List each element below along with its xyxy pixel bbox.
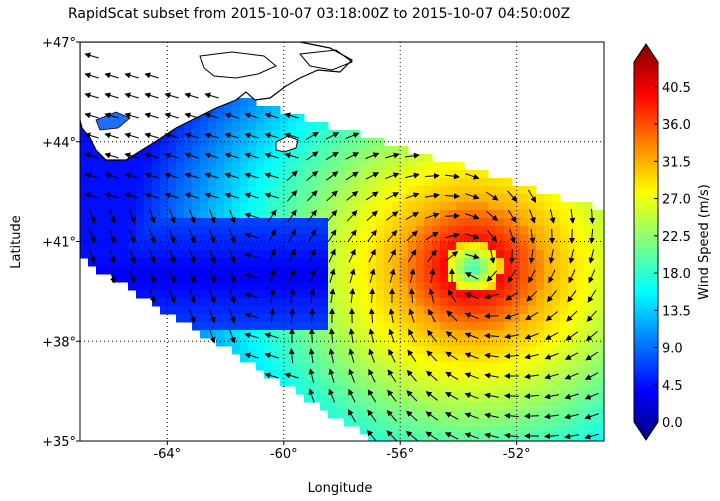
longitude-ticks: -64° -60° -56° -52° (153, 441, 531, 462)
colorbar-ticks: 0.0 4.5 9.0 13.5 18.0 22.5 27.0 31.5 36.0 40.5 (654, 81, 691, 431)
map-grid (80, 42, 604, 441)
colorbar-tick-label: 22.5 (662, 230, 691, 245)
colorbar-label: Wind Speed (m/s) (697, 184, 712, 300)
lat-tick-label: +44° (42, 136, 76, 151)
lat-tick-label: +41° (42, 236, 76, 251)
lon-tick-label: -52° (503, 447, 531, 462)
plot-title: RapidScat subset from 2015-10-07 03:18:0… (68, 6, 571, 22)
colorbar: 0.0 4.5 9.0 13.5 18.0 22.5 27.0 31.5 36.0 40.5 Wi… (633, 43, 712, 441)
colorbar-tick-label: 27.0 (662, 193, 691, 208)
colorbar-tick-label: 4.5 (662, 379, 683, 394)
x-axis-label: Longitude (308, 481, 373, 496)
colorbar-tick-label: 0.0 (662, 416, 683, 431)
latitude-ticks: +47° +44° +41° +38° +35° (42, 36, 80, 450)
lon-tick-label: -60° (270, 447, 298, 462)
wind-vectors (84, 52, 599, 441)
lat-tick-label: +38° (42, 335, 76, 350)
colorbar-tick-label: 31.5 (662, 155, 691, 170)
y-axis-label: Latitude (9, 215, 24, 269)
colorbar-tick-label: 36.0 (662, 118, 691, 133)
lat-tick-label: +47° (42, 36, 76, 51)
lon-tick-label: -64° (153, 447, 181, 462)
colorbar-tick-label: 40.5 (662, 81, 691, 96)
lat-tick-label: +35° (42, 435, 76, 450)
nova-scotia-landmass (80, 42, 354, 161)
colorbar-tick-label: 13.5 (662, 304, 691, 319)
lon-tick-label: -56° (386, 447, 414, 462)
colorbar-tick-label: 18.0 (662, 267, 691, 282)
map-plot-area[interactable] (80, 42, 609, 443)
colorbar-tick-label: 9.0 (662, 342, 683, 357)
